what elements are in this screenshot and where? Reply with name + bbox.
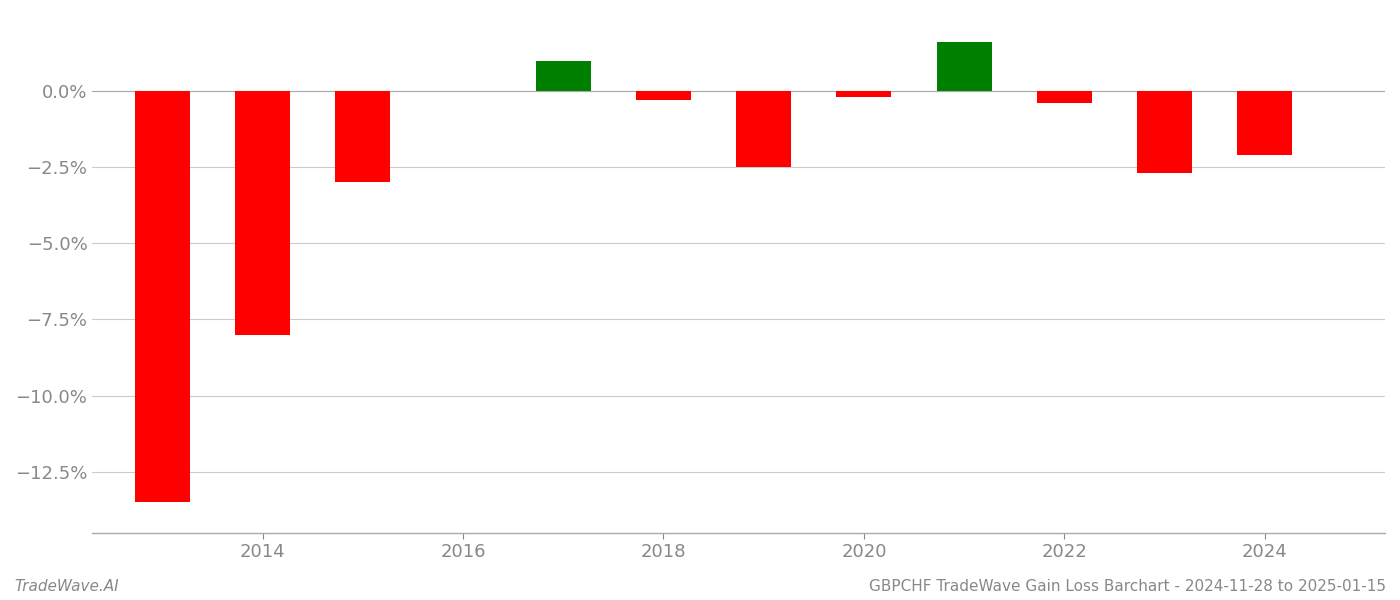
Bar	[1238, 91, 1292, 155]
Text: GBPCHF TradeWave Gain Loss Barchart - 2024-11-28 to 2025-01-15: GBPCHF TradeWave Gain Loss Barchart - 20…	[869, 579, 1386, 594]
Text: TradeWave.AI: TradeWave.AI	[14, 579, 119, 594]
Bar	[235, 91, 290, 335]
Bar	[937, 43, 991, 91]
Bar	[1137, 91, 1191, 173]
Bar	[335, 91, 391, 182]
Bar	[736, 91, 791, 167]
Bar	[536, 61, 591, 91]
Bar	[134, 91, 190, 502]
Bar	[836, 91, 892, 97]
Bar	[1037, 91, 1092, 103]
Bar	[636, 91, 692, 100]
